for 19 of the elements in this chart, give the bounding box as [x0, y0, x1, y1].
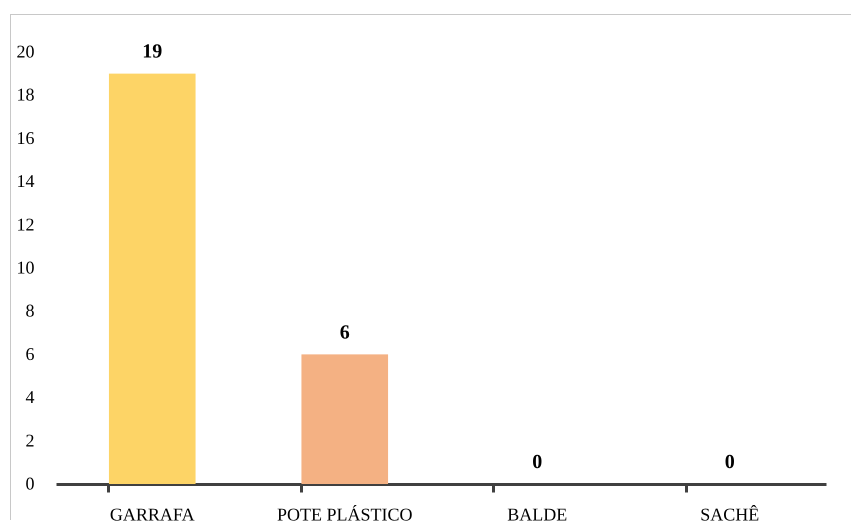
- y-tick-label: 12: [16, 214, 34, 234]
- y-tick-label: 14: [16, 171, 34, 192]
- y-tick-label: 6: [26, 344, 34, 364]
- data-label: 19: [142, 40, 162, 63]
- x-tick-label: POTE PLÁSTICO: [276, 504, 413, 523]
- data-label: 0: [532, 451, 542, 473]
- y-tick-label: 10: [16, 258, 34, 278]
- x-tick-label: SACHÊ: [700, 504, 760, 523]
- y-tick-label: 18: [16, 84, 34, 105]
- data-label: 0: [724, 451, 735, 473]
- y-tick-label: 16: [16, 128, 34, 148]
- x-tick-label: BALDE: [507, 504, 568, 523]
- y-tick-label: 4: [26, 387, 34, 408]
- y-tick-label: 8: [26, 300, 34, 321]
- data-label: 6: [340, 321, 350, 344]
- y-tick-label: 2: [26, 430, 34, 450]
- y-tick-label: 20: [16, 42, 34, 62]
- x-tick-label: GARRAFA: [110, 504, 195, 523]
- y-tick-label: 0: [26, 474, 34, 494]
